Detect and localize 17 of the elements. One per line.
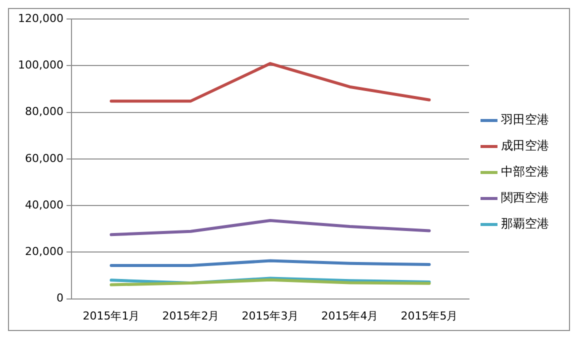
y-tick-label: 20,000 <box>24 245 64 258</box>
x-tick-label: 2015年1月 <box>82 309 140 322</box>
y-tick-label: 100,000 <box>18 58 64 72</box>
legend-label: 那覇空港 <box>501 216 549 231</box>
y-tick-label: 40,000 <box>24 198 64 212</box>
x-tick-label: 2015年2月 <box>162 309 220 322</box>
x-tick-label: 2015年5月 <box>400 309 458 322</box>
y-tick-label: 80,000 <box>24 105 64 118</box>
legend-label: 成田空港 <box>501 138 549 153</box>
legend-label: 羽田空港 <box>500 112 549 127</box>
x-tick-label: 2015年4月 <box>321 309 378 322</box>
y-tick-label: 60,000 <box>24 152 64 165</box>
legend-label: 関西空港 <box>501 190 549 205</box>
y-tick-label: 0 <box>56 292 64 305</box>
y-tick-label: 120,000 <box>18 12 64 25</box>
x-tick-label: 2015年3月 <box>242 309 299 322</box>
legend-label: 中部空港 <box>501 164 549 179</box>
